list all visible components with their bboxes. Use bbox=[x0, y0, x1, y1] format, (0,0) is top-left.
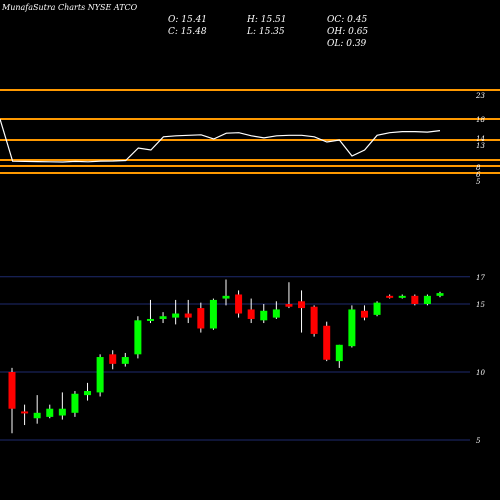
candle-body-down bbox=[386, 295, 394, 298]
price-gridlines bbox=[0, 276, 470, 441]
indicator-tick-label: 23 bbox=[475, 92, 485, 100]
price-tick-label: 5 bbox=[476, 437, 481, 445]
candle-body-up bbox=[84, 391, 92, 396]
indicator-panel bbox=[0, 89, 500, 174]
candle-body-down bbox=[184, 313, 192, 318]
open-value: O: 15.41 bbox=[168, 15, 208, 25]
candle-body-up bbox=[96, 357, 104, 393]
candle-body-down bbox=[411, 295, 419, 304]
indicator-tick-label: 8 bbox=[476, 164, 481, 172]
candle-body-up bbox=[33, 412, 41, 419]
candle-body-down bbox=[235, 294, 243, 314]
candle-body-down bbox=[197, 308, 205, 329]
candle-body-down bbox=[298, 301, 306, 309]
candle-body-up bbox=[121, 357, 129, 364]
candle-body-up bbox=[348, 309, 356, 347]
candle-body-up bbox=[272, 309, 280, 318]
close-value: C: 15.48 bbox=[168, 27, 207, 37]
candle-body-up bbox=[436, 293, 444, 296]
open-low-value: OL: 0.39 bbox=[327, 39, 367, 49]
candle-body-up bbox=[159, 316, 167, 319]
candle-body-down bbox=[310, 306, 318, 334]
price-tick-label: 15 bbox=[476, 301, 485, 309]
candle-body-up bbox=[58, 408, 66, 416]
candle-body-up bbox=[373, 302, 381, 315]
candle-body-up bbox=[260, 310, 268, 321]
high-value: H: 15.51 bbox=[247, 15, 287, 25]
indicator-series-line bbox=[0, 118, 441, 163]
candle-body-up bbox=[335, 344, 343, 362]
candle-body-up bbox=[71, 393, 79, 413]
candle-body-down bbox=[247, 309, 255, 319]
candle-body-up bbox=[172, 313, 180, 318]
candle-body-up bbox=[209, 299, 217, 329]
low-value: L: 15.35 bbox=[247, 27, 285, 37]
candle-body-down bbox=[285, 304, 293, 307]
candle-body-up bbox=[134, 320, 142, 355]
candle-body-up bbox=[146, 318, 154, 321]
candle-body-up bbox=[423, 295, 431, 304]
chart-title: MunafaSutra Charts NYSE ATCO bbox=[2, 3, 138, 12]
indicator-tick-label: 14 bbox=[476, 135, 485, 143]
indicator-tick-label: 6 bbox=[476, 171, 481, 179]
indicator-tick-label: 5 bbox=[476, 178, 481, 186]
price-tick-label: 17 bbox=[476, 274, 485, 282]
candle-body-up bbox=[46, 408, 54, 417]
indicator-tick-label: 13 bbox=[476, 142, 485, 150]
candle-body-down bbox=[8, 372, 16, 409]
candle-body-down bbox=[323, 325, 331, 360]
candle-body-down bbox=[109, 354, 117, 364]
open-high-value: OH: 0.65 bbox=[327, 27, 369, 37]
open-close-value: OC: 0.45 bbox=[327, 15, 368, 25]
candlestick-panel bbox=[8, 279, 444, 434]
indicator-tick-label: 18 bbox=[476, 116, 485, 124]
candle-body-up bbox=[398, 295, 406, 298]
price-tick-label: 10 bbox=[476, 369, 485, 377]
candle-body-down bbox=[360, 310, 368, 318]
candle-body-down bbox=[21, 411, 29, 414]
candle-body-up bbox=[222, 295, 230, 299]
